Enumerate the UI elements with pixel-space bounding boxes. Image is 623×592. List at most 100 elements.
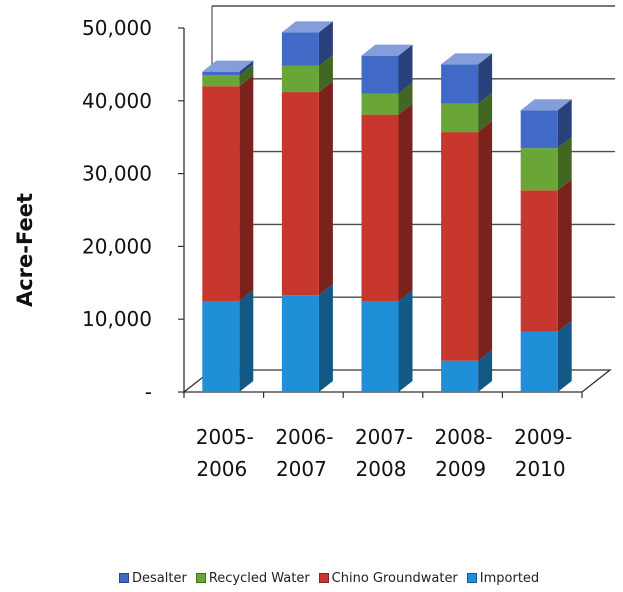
bar-segment bbox=[520, 320, 572, 392]
bar-side bbox=[239, 60, 254, 76]
bar-front bbox=[281, 65, 319, 93]
legend-swatch bbox=[119, 573, 129, 583]
bar-side bbox=[557, 137, 572, 191]
bar-segment bbox=[441, 349, 493, 392]
bar-segment bbox=[361, 103, 413, 301]
bar-side bbox=[398, 290, 413, 392]
bar-segment bbox=[520, 99, 572, 149]
bar-segment bbox=[361, 82, 413, 115]
bar-front bbox=[202, 71, 240, 76]
legend-label: Chino Groundwater bbox=[331, 570, 458, 586]
x-tick-label: 2007 bbox=[276, 457, 327, 481]
y-tick-label: - bbox=[145, 380, 152, 404]
bar-side bbox=[398, 103, 413, 301]
bar-segment bbox=[281, 284, 333, 392]
x-tick-label: 2008 bbox=[356, 457, 407, 481]
bar-side bbox=[478, 121, 493, 361]
x-tick-label: 2009 bbox=[435, 457, 486, 481]
bar-front bbox=[202, 301, 240, 392]
x-tick-label: 2006- bbox=[275, 425, 333, 449]
tick-labels: - 10,000 20,000 30,000 40,000 50,000 2005- 2006… bbox=[82, 16, 572, 481]
bar-front bbox=[441, 64, 479, 104]
bar-segment bbox=[361, 44, 413, 94]
bar-side bbox=[318, 54, 333, 93]
bar-top bbox=[520, 99, 572, 111]
y-tick-label: 10,000 bbox=[82, 307, 152, 331]
bar-side bbox=[318, 81, 333, 296]
y-axis-label: Acre-Feet bbox=[13, 193, 37, 307]
bar-front bbox=[441, 103, 479, 133]
bar-segment bbox=[520, 179, 572, 332]
bar-side bbox=[398, 82, 413, 115]
bar-top bbox=[361, 44, 413, 56]
legend-swatch bbox=[195, 573, 206, 583]
bar-stack bbox=[361, 44, 413, 392]
y-tick-label: 20,000 bbox=[82, 234, 152, 258]
legend-label: Imported bbox=[479, 570, 540, 586]
x-tick-label: 2009- bbox=[514, 425, 572, 449]
legend-item: Imported bbox=[466, 570, 540, 586]
bar-front bbox=[281, 32, 319, 66]
bar-segment bbox=[281, 81, 333, 296]
legend-swatch bbox=[466, 573, 477, 583]
bar-front bbox=[520, 190, 558, 332]
bar-front bbox=[202, 86, 240, 302]
bar-side bbox=[318, 21, 333, 66]
y-tick-label: 30,000 bbox=[82, 162, 152, 186]
bar-front bbox=[520, 331, 558, 392]
y-tick-label: 40,000 bbox=[82, 89, 152, 113]
bar-front bbox=[281, 92, 319, 296]
bar-stack bbox=[281, 21, 333, 392]
bar-segment bbox=[202, 64, 254, 87]
bar-stack bbox=[202, 60, 254, 392]
x-tick-label: 2005- bbox=[196, 425, 254, 449]
bar-front bbox=[361, 301, 399, 392]
x-tick-label: 2006 bbox=[196, 457, 247, 481]
y-tick-label: 50,000 bbox=[82, 16, 152, 40]
bar-stack bbox=[441, 53, 493, 392]
bar-segment bbox=[202, 60, 254, 76]
bar-segment bbox=[361, 290, 413, 392]
bar-front bbox=[361, 93, 399, 115]
legend-item: Chino Groundwater bbox=[318, 570, 458, 586]
bar-side bbox=[239, 64, 254, 87]
bar-segment bbox=[441, 121, 493, 361]
bar-front bbox=[520, 148, 558, 191]
bar-segment bbox=[441, 92, 493, 133]
legend-swatch bbox=[318, 573, 329, 583]
bar-front bbox=[281, 295, 319, 392]
bar-segment bbox=[441, 53, 493, 104]
bar-front bbox=[361, 114, 399, 301]
bar-front bbox=[441, 132, 479, 361]
bar-top bbox=[202, 60, 254, 72]
x-tick-label: 2007- bbox=[355, 425, 413, 449]
bar-front bbox=[202, 75, 240, 87]
bar-side bbox=[478, 53, 493, 104]
legend-item: Desalter bbox=[119, 571, 187, 586]
bar-top bbox=[281, 21, 333, 33]
legend: Desalter Recycled Water Chino Groundwater I… bbox=[119, 568, 539, 588]
bar-side bbox=[557, 179, 572, 332]
bars bbox=[202, 21, 572, 392]
bar-front bbox=[441, 360, 479, 392]
bar-stack bbox=[520, 99, 572, 392]
bar-side bbox=[398, 44, 413, 94]
x-tick-label: 2008- bbox=[435, 425, 493, 449]
bar-segment bbox=[520, 137, 572, 191]
bar-segment bbox=[281, 54, 333, 93]
bar-front bbox=[361, 55, 399, 94]
legend-label: Recycled Water bbox=[208, 570, 310, 586]
bar-side bbox=[557, 99, 572, 149]
x-tick-label: 2010 bbox=[515, 457, 566, 481]
legend-label: Desalter bbox=[132, 570, 187, 586]
bar-side bbox=[557, 320, 572, 392]
bar-top bbox=[441, 53, 493, 65]
bar-segment bbox=[202, 75, 254, 302]
bar-front bbox=[520, 110, 558, 149]
bar-side bbox=[478, 349, 493, 392]
legend-item: Recycled Water bbox=[195, 570, 310, 586]
bar-segment bbox=[281, 21, 333, 66]
bar-segment bbox=[202, 290, 254, 392]
bar-side bbox=[478, 92, 493, 133]
